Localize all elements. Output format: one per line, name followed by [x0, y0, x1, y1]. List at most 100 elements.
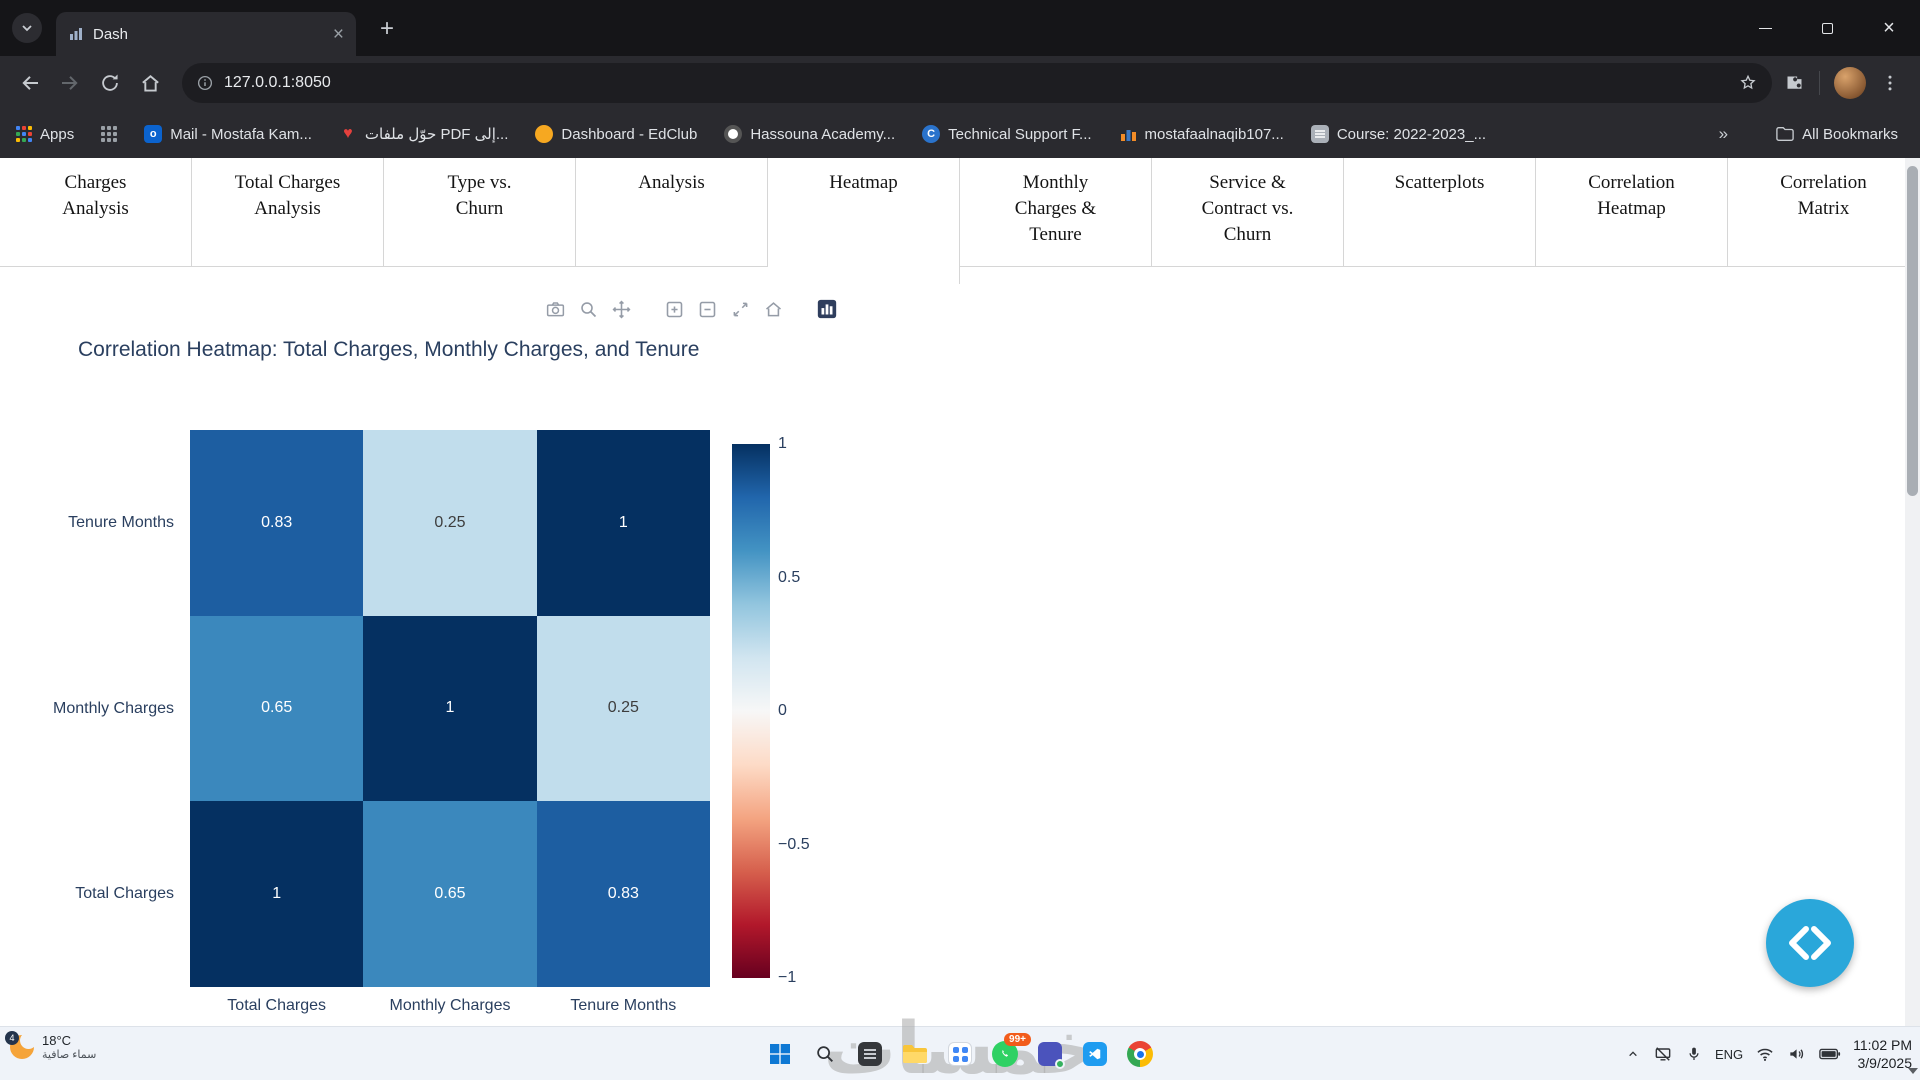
window-controls: ×: [1734, 0, 1920, 56]
colorbar-tick: −0.5: [778, 835, 810, 853]
speaker-icon[interactable]: [1787, 1044, 1807, 1064]
camera-icon[interactable]: [545, 299, 566, 320]
chrome-button[interactable]: [1126, 1040, 1154, 1068]
plotly-modebar: [545, 298, 838, 320]
maximize-button[interactable]: [1796, 0, 1858, 56]
file-explorer-button[interactable]: [901, 1040, 929, 1068]
office-app-button[interactable]: [946, 1040, 974, 1068]
reload-icon: [102, 74, 118, 91]
tab-label: Charges Analysis: [62, 172, 129, 219]
outlook-favicon: o: [144, 125, 163, 143]
heart-favicon: ♥: [343, 125, 353, 142]
hidden-icons-chevron-icon[interactable]: [1625, 1046, 1641, 1062]
close-button[interactable]: ×: [1858, 0, 1920, 56]
scrollbar-thumb[interactable]: [1907, 166, 1918, 496]
page-scrollbar[interactable]: [1905, 158, 1920, 1026]
bookmark-technical-support[interactable]: C Technical Support F...: [922, 125, 1092, 143]
widgets-badge: 4: [5, 1031, 19, 1046]
tab-scatterplots[interactable]: Scatterplots: [1344, 158, 1536, 267]
reload-button[interactable]: [90, 63, 130, 103]
zoom-in-icon[interactable]: [664, 299, 685, 320]
microphone-icon[interactable]: [1685, 1045, 1703, 1063]
profile-avatar[interactable]: [1834, 67, 1866, 99]
bookmark-label: Mail - Mostafa Kam...: [170, 125, 312, 143]
tab-search-button[interactable]: [12, 13, 42, 43]
chrome-icon: [1127, 1041, 1153, 1067]
forward-button[interactable]: [50, 63, 90, 103]
new-tab-button[interactable]: +: [379, 15, 394, 42]
notification-badge: 99+: [1004, 1033, 1031, 1046]
notes-app-button[interactable]: [856, 1040, 884, 1068]
colorbar-tick: 0: [778, 702, 787, 719]
tab-analysis[interactable]: Analysis: [576, 158, 768, 267]
teams-button[interactable]: [1036, 1040, 1065, 1069]
tab-groups-button[interactable]: [101, 126, 118, 142]
bookmark-mail[interactable]: o Mail - Mostafa Kam...: [144, 125, 312, 143]
autoscale-icon[interactable]: [730, 299, 751, 320]
weather-widget[interactable]: 4 18°C سماء صافية: [5, 1031, 96, 1062]
plotly-logo-icon[interactable]: [816, 298, 838, 320]
heatmap-plot: 0.83 0.25 1 0.65 1 0.25 1 0.65 0.83: [190, 430, 710, 987]
back-button[interactable]: [10, 63, 50, 103]
browser-menu-icon[interactable]: [1880, 73, 1900, 93]
bookmark-pdf-converter[interactable]: ♥ حوّل ملفات PDF إلى...: [339, 125, 508, 143]
battery-icon[interactable]: [1819, 1047, 1841, 1061]
tab-total-charges-analysis[interactable]: Total Charges Analysis: [192, 158, 384, 267]
minimize-button[interactable]: [1734, 0, 1796, 56]
tab-label: Analysis: [638, 172, 705, 193]
bookmark-hassouna[interactable]: Hassouna Academy...: [724, 125, 895, 143]
wifi-icon[interactable]: [1755, 1044, 1775, 1064]
zoom-icon[interactable]: [578, 299, 599, 320]
apps-shortcut[interactable]: Apps: [16, 126, 74, 143]
back-icon: [22, 76, 38, 90]
tab-label: Correlation Heatmap: [1588, 172, 1675, 219]
reset-axes-icon[interactable]: [763, 299, 784, 320]
folder-icon: [1776, 127, 1794, 141]
bookmark-mostafaalnaqib[interactable]: mostafaalnaqib107...: [1119, 125, 1284, 143]
monitor-slash-icon[interactable]: [1653, 1044, 1673, 1064]
heatmap-x-axis: Total Charges Monthly Charges Tenure Mon…: [190, 997, 710, 1015]
start-button[interactable]: [766, 1040, 794, 1068]
tab-type-vs-churn[interactable]: Type vs. Churn: [384, 158, 576, 267]
tab-charges-analysis[interactable]: Charges Analysis: [0, 158, 192, 267]
pan-icon[interactable]: [611, 299, 632, 320]
heatmap-y-axis: Tenure Months Monthly Charges Total Char…: [0, 430, 182, 987]
browser-tab-dash[interactable]: Dash ×: [56, 12, 356, 56]
close-icon: ×: [1883, 17, 1895, 39]
tab-correlation-heatmap[interactable]: Correlation Heatmap: [1536, 158, 1728, 267]
site-info-icon[interactable]: [196, 74, 214, 92]
extensions-icon[interactable]: [1784, 73, 1805, 94]
apps-label: Apps: [40, 125, 75, 143]
heatmap-cell: 1: [190, 801, 364, 987]
vscode-button[interactable]: [1081, 1040, 1109, 1068]
system-tray: ENG 11:02 PM 3/9/2025: [1625, 1027, 1912, 1080]
browser-toolbar: 127.0.0.1:8050: [0, 56, 1920, 110]
taskbar-search-button[interactable]: [811, 1040, 839, 1068]
scroll-down-icon[interactable]: [1908, 1068, 1918, 1074]
address-bar[interactable]: 127.0.0.1:8050: [182, 63, 1772, 103]
browser-tab-strip: Dash × + ×: [0, 0, 1920, 56]
bookmark-course[interactable]: Course: 2022-2023_...: [1310, 125, 1486, 143]
whatsapp-button[interactable]: 99+: [991, 1033, 1031, 1068]
taskbar: 4 18°C سماء صافية 99+: [0, 1026, 1920, 1080]
tab-heatmap[interactable]: Heatmap: [768, 158, 960, 284]
language-indicator[interactable]: ENG: [1714, 1046, 1744, 1062]
bookmark-star-icon[interactable]: [1738, 73, 1758, 93]
bookmark-label: Technical Support F...: [948, 125, 1092, 143]
file-explorer-icon: [903, 1045, 927, 1063]
clock[interactable]: 11:02 PM 3/9/2025: [1853, 1036, 1912, 1072]
colorbar: [732, 444, 770, 978]
tab-close-icon[interactable]: ×: [332, 23, 344, 45]
home-button[interactable]: [130, 63, 170, 103]
tab-navigation-fab[interactable]: [1766, 899, 1854, 987]
tab-service-contract-vs-churn[interactable]: Service & Contract vs. Churn: [1152, 158, 1344, 267]
all-bookmarks-button[interactable]: All Bookmarks: [1776, 126, 1898, 143]
bookmark-edclub[interactable]: Dashboard - EdClub: [535, 125, 697, 143]
bookmarks-overflow-button[interactable]: »: [1718, 124, 1729, 143]
bookmark-label: mostafaalnaqib107...: [1144, 125, 1284, 143]
tab-monthly-charges-tenure[interactable]: Monthly Charges & Tenure: [960, 158, 1152, 267]
zoom-out-icon[interactable]: [697, 299, 718, 320]
heatmap-cell: 0.83: [190, 430, 364, 616]
vscode-icon: [1083, 1042, 1107, 1066]
tab-correlation-matrix[interactable]: Correlation Matrix: [1728, 158, 1920, 267]
